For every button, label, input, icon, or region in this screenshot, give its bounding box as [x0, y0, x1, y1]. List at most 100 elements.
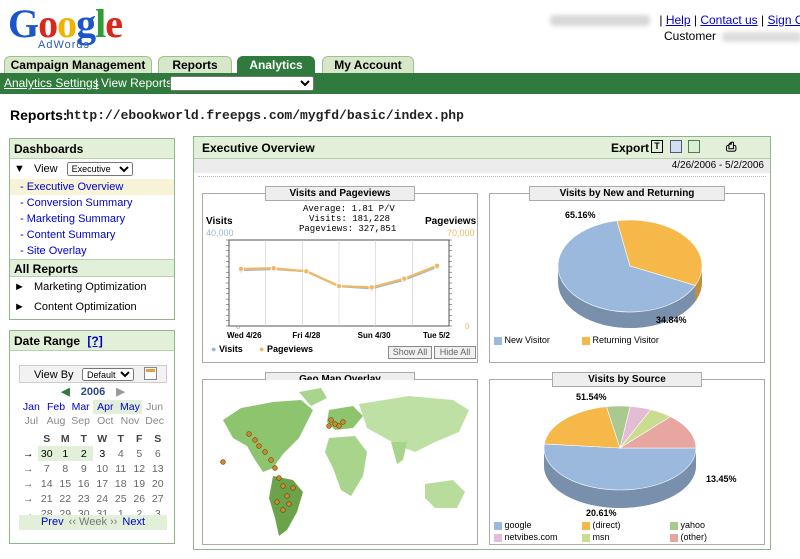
day-cell[interactable]: 23 — [77, 492, 90, 505]
pie-chart-svg: 65.16% 34.84% — [557, 210, 703, 328]
day-cell[interactable]: 19 — [133, 477, 146, 490]
month-feb[interactable]: Feb — [46, 401, 66, 413]
day-cell[interactable]: 30 — [77, 507, 90, 520]
day-cell[interactable]: 24 — [96, 492, 109, 505]
export-xml-icon[interactable] — [688, 140, 700, 153]
next-year-arrow-icon[interactable]: ▶ — [116, 386, 125, 398]
tab-analytics[interactable]: Analytics — [237, 56, 315, 74]
day-cell[interactable]: 20 — [151, 477, 164, 490]
day-cell[interactable]: 22 — [59, 492, 72, 505]
day-cell[interactable]: 25 — [114, 492, 127, 505]
day-cell[interactable]: 18 — [114, 477, 127, 490]
prev-link[interactable]: Prev — [40, 516, 64, 528]
week-select-arrow-icon[interactable]: → — [23, 477, 34, 490]
day-cell[interactable]: 28 — [40, 507, 53, 520]
day-cell[interactable]: 1 — [117, 507, 124, 520]
hide-all-button[interactable]: Hide All — [434, 346, 476, 359]
point-pageviews — [303, 268, 310, 275]
day-cell[interactable]: 2 — [74, 446, 93, 461]
pageviews-total-text: Pageviews: 327,851 — [299, 224, 396, 234]
day-cell[interactable]: 3 — [99, 447, 106, 460]
month-grid: Jan Feb Mar Apr May Jun Jul Aug Sep Oct … — [19, 400, 167, 428]
signout-link[interactable]: Sign Out — [767, 13, 800, 27]
day-cell[interactable]: 26 — [133, 492, 146, 505]
day-cell[interactable]: 4 — [117, 447, 124, 460]
calendar-icon[interactable] — [144, 367, 157, 380]
legend-new-visitor: New Visitor — [494, 335, 550, 345]
report-group-marketing[interactable]: ► Marketing Optimization — [14, 281, 147, 293]
week-select-arrow-icon[interactable]: → — [23, 447, 34, 460]
world-map[interactable] — [203, 380, 477, 544]
date-range-header: Date Range [?] — [10, 331, 174, 351]
report-group-content[interactable]: ► Content Optimization — [14, 301, 137, 313]
day-cell[interactable]: 21 — [40, 492, 53, 505]
pie-side-returningvisitor — [695, 269, 702, 302]
dashboard-item-site-overlay[interactable]: - Site Overlay — [20, 245, 87, 257]
dashboard-item-content[interactable]: - Content Summary — [20, 229, 116, 241]
week-row: → 28 29 30 31 1 2 3 — [19, 506, 167, 521]
dashboard-item-marketing[interactable]: - Marketing Summary — [20, 213, 126, 225]
week-row: → 14 15 16 17 18 19 20 — [19, 476, 167, 491]
year-nav: ◀ 2006 ▶ — [61, 386, 125, 398]
analytics-subnav: Analytics Settings | View Reports: — [0, 73, 800, 94]
day-cell[interactable]: 16 — [77, 477, 90, 490]
day-cell[interactable]: 10 — [96, 462, 109, 475]
day-cell[interactable]: 3 — [154, 507, 161, 520]
next-link[interactable]: Next — [122, 516, 146, 528]
pie-label-returning: 34.84% — [656, 315, 687, 325]
help-link[interactable]: Help — [665, 13, 691, 27]
month-may[interactable]: May — [117, 400, 143, 414]
prev-year-arrow-icon[interactable]: ◀ — [61, 386, 70, 398]
tab-my-account[interactable]: My Account — [322, 56, 414, 74]
export-pdf-icon[interactable] — [670, 140, 682, 153]
report-profile-select[interactable] — [170, 76, 314, 91]
day-cell[interactable]: 5 — [136, 447, 143, 460]
day-cell[interactable]: 6 — [154, 447, 161, 460]
page-title: Reports: — [10, 107, 68, 123]
day-cell[interactable]: 14 — [40, 477, 53, 490]
month-apr[interactable]: Apr — [92, 400, 118, 414]
day-cell[interactable]: 30 — [37, 446, 56, 461]
day-cell[interactable]: 8 — [62, 462, 69, 475]
day-cell[interactable]: 7 — [43, 462, 50, 475]
day-cell[interactable]: 2 — [136, 507, 143, 520]
day-cell[interactable]: 11 — [115, 462, 127, 475]
dashboard-view-select[interactable]: Executive — [66, 162, 133, 176]
month-jan[interactable]: Jan — [22, 401, 40, 413]
print-icon[interactable]: ⎙ — [726, 139, 737, 154]
day-cell[interactable]: 12 — [133, 462, 146, 475]
legend-direct: (direct) — [582, 520, 621, 530]
dashboard-item-conversion[interactable]: - Conversion Summary — [20, 197, 133, 209]
visits-by-source-chart: Visits by Source 51.54% 20.61% 13.45% goog… — [489, 372, 765, 545]
day-cell[interactable]: 29 — [59, 507, 72, 520]
view-by-select[interactable]: Default — [82, 368, 134, 381]
tab-campaign-management[interactable]: Campaign Management — [4, 56, 152, 74]
pie-label-google: 51.54% — [576, 392, 607, 402]
day-cell[interactable]: 9 — [80, 462, 87, 475]
google-adwords-logo[interactable]: Google AdWords — [8, 4, 128, 52]
date-range-help-link[interactable]: [?] — [87, 334, 103, 348]
collapse-arrow-icon[interactable]: ▼ — [14, 163, 25, 175]
month-mar[interactable]: Mar — [71, 401, 90, 413]
day-cell[interactable]: 13 — [151, 462, 164, 475]
week-select-arrow-icon[interactable]: → — [23, 462, 34, 475]
analytics-settings-link[interactable]: Analytics Settings — [4, 76, 99, 90]
export-text-icon[interactable]: T — [651, 140, 663, 153]
contact-link[interactable]: Contact us — [700, 13, 758, 27]
legend-visits[interactable]: ● Visits — [211, 344, 243, 354]
legend-pageviews[interactable]: ● Pageviews — [259, 344, 313, 354]
avg-text: Average: 1.81 P/V — [303, 204, 395, 214]
day-cell[interactable]: 15 — [59, 477, 72, 490]
week-select-arrow-icon[interactable]: → — [23, 507, 34, 520]
day-cell[interactable]: 1 — [56, 446, 75, 461]
day-cell[interactable]: 31 — [96, 507, 109, 520]
pie-group — [543, 405, 697, 508]
week-select-arrow-icon[interactable]: → — [23, 492, 34, 505]
show-all-button[interactable]: Show All — [388, 346, 432, 359]
dashboard-item-executive[interactable]: - Executive Overview — [10, 179, 174, 195]
africa-shape — [325, 436, 367, 496]
day-cell[interactable]: 17 — [96, 477, 109, 490]
tab-reports[interactable]: Reports — [158, 56, 232, 74]
month-oct: Oct — [97, 415, 114, 427]
day-cell[interactable]: 27 — [151, 492, 164, 505]
